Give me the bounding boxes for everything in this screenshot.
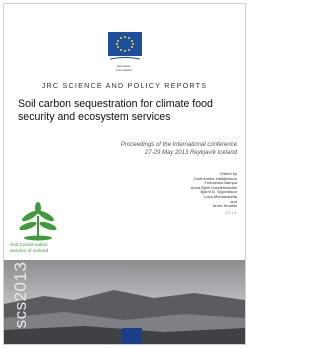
page-root: {"header":{"logo_text":["European","Comm… — [0, 0, 249, 348]
subtitle-line: 27-29 May 2013 Reykjavík Iceland — [37, 150, 237, 158]
series-name: JRC SCIENCE AND POLICY REPORTS — [4, 81, 245, 90]
side-text: scs2013 — [11, 260, 31, 330]
org-logo — [18, 202, 58, 242]
logo-text-line: Commission — [104, 69, 144, 73]
eu-flag-logo — [108, 32, 142, 64]
report-title: Soil carbon sequestration for climate fo… — [18, 98, 243, 124]
editor: Arnór Arnalds — [87, 204, 237, 209]
organization-line: Service of Iceland — [10, 249, 80, 255]
subtitle: Proceedings of the International confere… — [37, 142, 237, 157]
cover: European Commission JRC SCIENCE AND POLI… — [3, 3, 246, 345]
editors: Edited by Guðmundur Halldórsson Francesc… — [87, 172, 237, 215]
organization: Soil Conservation Service of Iceland — [10, 243, 80, 254]
logo-text: European Commission — [104, 65, 144, 72]
cover-photo — [4, 260, 245, 344]
subtitle-line: Proceedings of the International confere… — [37, 142, 237, 150]
year: 2014 — [87, 211, 237, 216]
